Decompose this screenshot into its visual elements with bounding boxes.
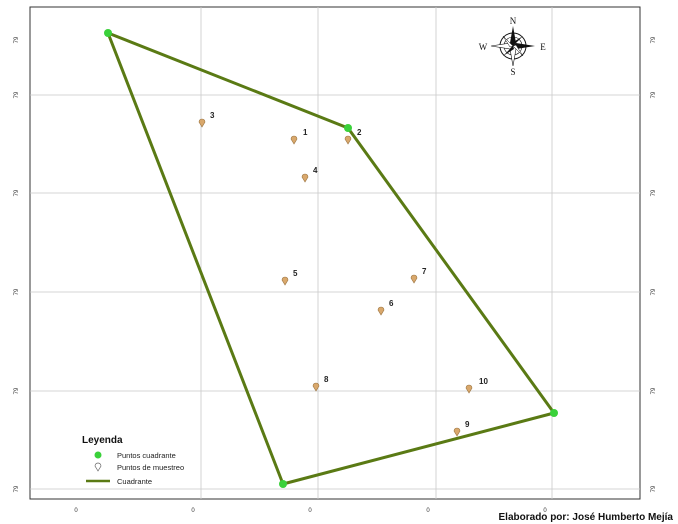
bottom-tick: 0 [308,508,312,514]
pin-icon [344,135,352,145]
right-tick: 79 [651,387,657,394]
sample-label: 8 [324,375,329,384]
pin-icon [94,462,102,472]
left-tick: 79 [14,288,20,295]
sample-point[interactable]: 6 [377,299,394,316]
bottom-tick: 0 [191,508,195,514]
legend-item-label: Puntos de muestreo [117,463,184,472]
sample-label: 4 [313,166,318,175]
sample-label: 6 [389,299,394,308]
sample-point[interactable]: 8 [312,375,329,392]
legend-title: Leyenda [82,435,123,446]
compass-s: S [510,67,515,77]
left-tick: 79 [14,485,20,492]
sample-point[interactable]: 2 [344,128,362,145]
sample-point[interactable]: 5 [281,269,298,286]
right-axis-ticks: 79 79 79 79 79 79 [651,36,657,492]
quadrant-point[interactable] [550,409,558,417]
sample-point[interactable]: 1 [290,128,308,145]
quadrant-point[interactable] [104,29,112,37]
right-tick: 79 [651,485,657,492]
left-tick: 79 [14,36,20,43]
credit-text: Elaborado por: José Humberto Mejía [499,512,674,523]
pin-icon [281,276,289,286]
compass-e: E [540,42,546,52]
legend-item-label: Puntos cuadrante [117,451,176,460]
sample-point[interactable]: 3 [198,111,215,128]
right-tick: 79 [651,91,657,98]
compass-n: N [510,16,517,26]
green-dot-icon [94,451,102,459]
quadrant-point[interactable] [344,124,352,132]
legend-item-label: Cuadrante [117,477,152,486]
sample-point[interactable]: 7 [410,267,427,284]
left-tick: 79 [14,189,20,196]
map-frame [29,6,641,500]
pin-icon [410,274,418,284]
bottom-tick: 0 [74,508,78,514]
sample-label: 2 [357,128,362,137]
left-tick: 79 [14,91,20,98]
quadrant-points [104,29,558,488]
sample-points: 1 2 3 4 5 6 7 8 [198,111,488,437]
bottom-tick: 0 [543,508,547,514]
sample-point[interactable]: 4 [301,166,318,183]
sample-point[interactable]: 9 [453,420,470,437]
right-tick: 79 [651,288,657,295]
pin-icon [377,306,385,316]
bottom-axis-ticks: 0 0 0 0 0 [74,508,547,514]
compass-w: W [479,42,488,52]
sample-label: 3 [210,111,215,120]
sample-label: 9 [465,420,470,429]
pin-icon [301,173,309,183]
sample-label: 10 [479,377,488,386]
right-tick: 79 [651,189,657,196]
pin-icon [453,427,461,437]
quadrant-point[interactable] [279,480,287,488]
sample-label: 1 [303,128,308,137]
grid-lines [30,7,640,499]
pin-icon [465,384,473,394]
left-axis-ticks: 79 79 79 79 79 79 [14,36,20,492]
sample-label: 7 [422,267,427,276]
left-tick: 79 [14,387,20,394]
right-tick: 79 [651,36,657,43]
sample-point[interactable]: 10 [465,377,488,394]
pin-icon [312,382,320,392]
sample-label: 5 [293,269,298,278]
pin-icon [290,135,298,145]
legend: Leyenda Puntos cuadrante Puntos de muest… [82,435,184,486]
compass-rose-icon: N S E W [479,16,547,77]
pin-icon [198,118,206,128]
bottom-tick: 0 [426,508,430,514]
